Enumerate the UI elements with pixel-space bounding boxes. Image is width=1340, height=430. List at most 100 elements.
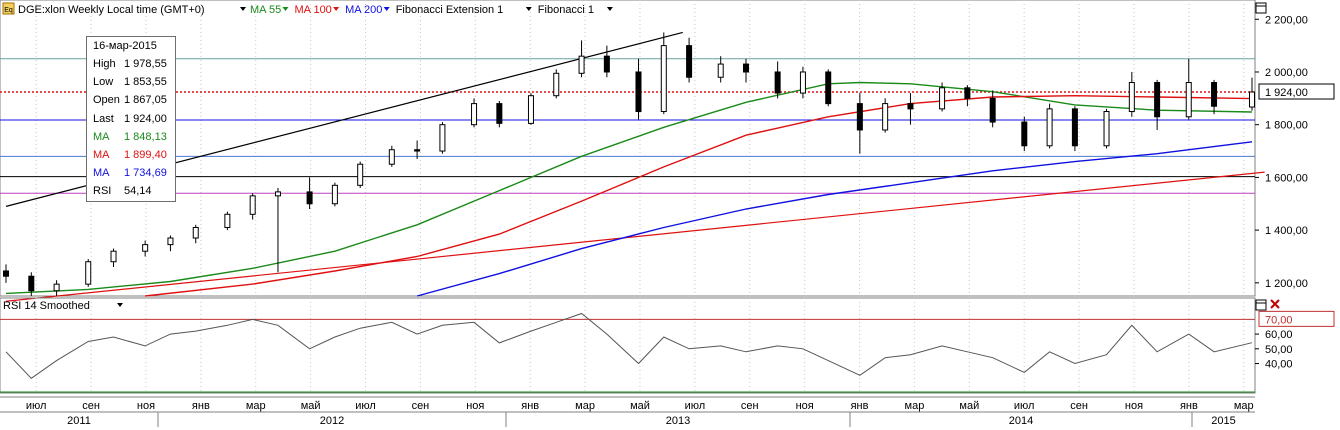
candle-body: [553, 72, 560, 97]
year-label: 2013: [666, 415, 690, 427]
candle-body: [496, 103, 503, 124]
month-tick-label: ноя: [1125, 400, 1143, 412]
dropdown-icon[interactable]: [333, 7, 340, 11]
moving-average-line-ma-200: [416, 141, 1253, 297]
dropdown-icon[interactable]: [525, 7, 532, 11]
tooltip-row: MA 1 899,40: [93, 147, 167, 163]
month-tick-label: июл: [685, 400, 706, 412]
indicator-label[interactable]: Fibonacci Extension 1: [396, 4, 504, 16]
tooltip-row-value: 1 924,00: [124, 112, 167, 125]
close-icon[interactable]: [1270, 299, 1280, 309]
chart-header: Eq DGE:xlon Weekly Local time (GMT+0) MA 5…: [2, 2, 1280, 312]
instrument-icon[interactable]: [2, 2, 15, 15]
candle-body: [331, 184, 338, 205]
price-pane-frame: [0, 0, 1256, 297]
rsi-axis-label: 40,00: [1265, 359, 1293, 371]
tooltip-row-label: RSI: [93, 185, 112, 198]
price-axis-label: 2 200,00: [1265, 14, 1308, 26]
candle-body: [110, 250, 117, 263]
month-tick-label: ноя: [137, 400, 155, 412]
month-tick-label: мар: [575, 400, 595, 412]
candle-body: [989, 97, 996, 123]
maximize-icon[interactable]: [1255, 2, 1267, 14]
month-tick-label: сен: [741, 400, 759, 412]
candle-body: [3, 270, 9, 277]
dropdown-icon[interactable]: [240, 7, 246, 11]
candle-body: [686, 45, 693, 78]
month-tick-label: мар: [905, 400, 925, 412]
tooltip-row-value: 1 978,55: [124, 58, 167, 70]
month-tick-label: янв: [521, 400, 539, 412]
month-tick-label: ноя: [466, 400, 484, 412]
price-pane[interactable]: [0, 0, 1265, 302]
rsi-line: [5, 312, 1253, 379]
candle-body: [635, 71, 642, 113]
rsi-pane-frame: [0, 297, 1256, 394]
candle-body: [414, 149, 421, 152]
month-tick-label: сен: [412, 400, 430, 412]
axes: 2 200,00 2 000,00 1 800,00 1 600,00 1 400,00…: [0, 14, 1335, 427]
month-tick-label: июл: [355, 400, 376, 412]
candle-body: [306, 191, 313, 205]
tooltip-row-value: 1 853,55: [124, 76, 167, 89]
rsi-axis-label: 60,00: [1265, 329, 1293, 341]
dropdown-icon[interactable]: [282, 7, 289, 11]
month-tick-label: сен: [1070, 400, 1088, 412]
tooltip-row-label: MA: [93, 167, 110, 180]
tooltip-row-label: Low: [93, 76, 114, 89]
indicator-label[interactable]: Fibonacci 1: [538, 4, 594, 16]
instrument-title[interactable]: DGE:xlon Weekly Local time (GMT+0): [18, 4, 205, 16]
price-axis-label: 1 800,00: [1265, 120, 1308, 132]
year-label: 2012: [320, 415, 344, 427]
rsi-axis-label: 50,00: [1265, 344, 1293, 356]
month-tick-label: май: [959, 400, 979, 412]
rsi-title[interactable]: RSI 14 Smoothed: [3, 300, 90, 312]
candle-body: [53, 283, 60, 292]
dropdown-icon[interactable]: [117, 303, 123, 307]
tooltip-row: MA 1 848,13: [93, 129, 167, 145]
candle-body: [1211, 82, 1218, 107]
month-tick-label: май: [630, 400, 650, 412]
overbought-badge: [1258, 310, 1335, 327]
candle-body: [527, 95, 534, 124]
candle-body: [964, 87, 971, 99]
year-label: 2014: [1009, 415, 1033, 427]
month-tick-label: янв: [192, 400, 210, 412]
candle-body: [882, 103, 889, 131]
candle-body: [439, 124, 446, 152]
indicator-label[interactable]: MA 100: [295, 4, 332, 16]
candle-body: [249, 195, 256, 215]
month-tick-label: мар: [246, 400, 266, 412]
month-tick-label: июл: [1014, 400, 1035, 412]
dropdown-icon[interactable]: [606, 7, 613, 11]
candle-body: [856, 103, 863, 131]
candle-body: [192, 226, 199, 239]
tooltip-row-value: 1 848,13: [124, 130, 167, 143]
indicator-label[interactable]: MA 200: [345, 4, 382, 16]
candle-body: [1185, 82, 1192, 118]
candle-body: [825, 71, 832, 105]
candle-body: [274, 191, 281, 197]
tooltip-row: Open 1 867,05: [93, 92, 167, 108]
tooltip-row-label: Last: [93, 112, 114, 125]
instrument-icon-label: Eq: [4, 7, 13, 14]
price-axis-label: 1 600,00: [1265, 172, 1308, 184]
tooltip-row-value: 1 867,05: [124, 94, 167, 107]
candle-body: [578, 55, 585, 74]
price-axis-label: 1 200,00: [1265, 278, 1308, 290]
tooltip-row: High 1 978,55: [93, 56, 167, 72]
dropdown-icon[interactable]: [383, 7, 390, 11]
last-price-badge: [1258, 83, 1335, 100]
candle-body: [1021, 121, 1028, 147]
indicator-label[interactable]: MA 55: [250, 4, 281, 16]
year-label: 2015: [1211, 415, 1235, 427]
tooltip-row-label: MA: [93, 130, 110, 143]
tooltip-row: Low 1 853,55: [93, 74, 167, 90]
maximize-icon[interactable]: [1255, 299, 1267, 311]
month-tick-label: мар: [1234, 400, 1254, 412]
tooltip-row-value: 54,14: [124, 185, 152, 198]
moving-average-line-ma-100: [145, 94, 1253, 297]
rsi-pane[interactable]: [0, 297, 1256, 394]
